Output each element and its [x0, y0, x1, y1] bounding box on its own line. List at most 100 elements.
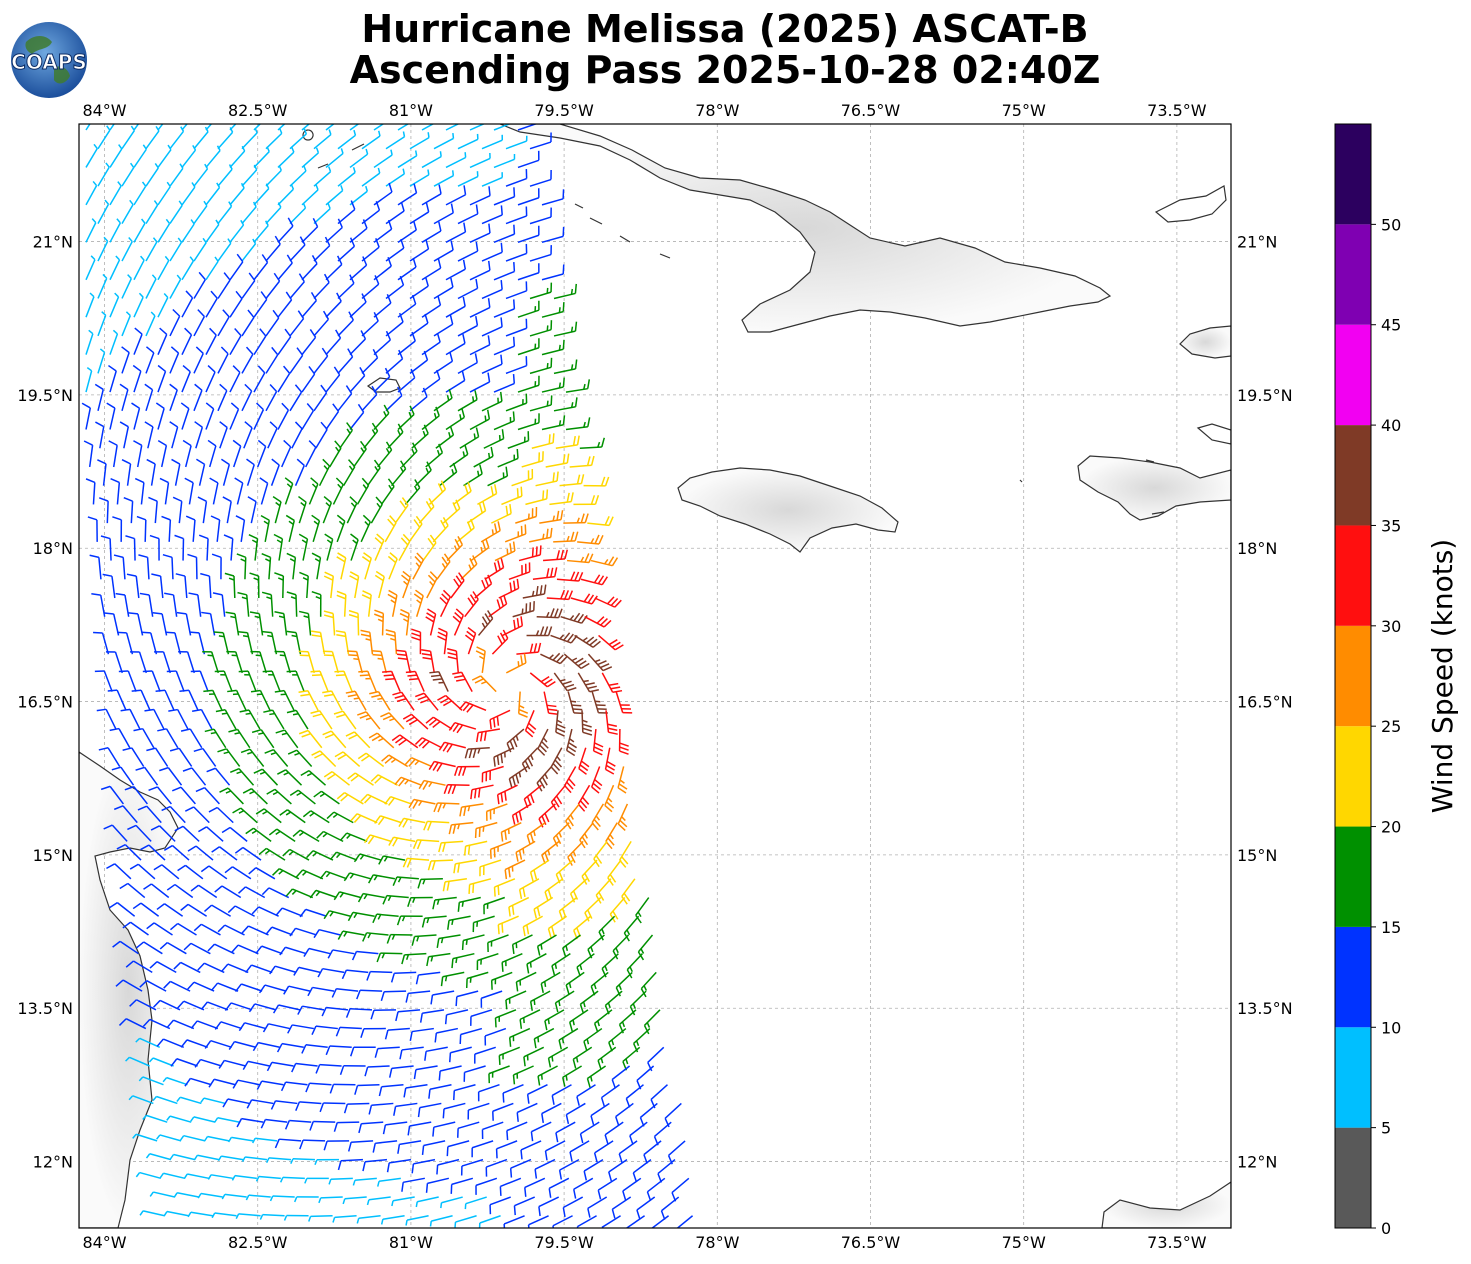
wind-barb	[112, 516, 123, 542]
wind-barb	[180, 402, 190, 430]
wind-barb	[605, 710, 618, 735]
wind-barb	[554, 990, 575, 1013]
wind-barb	[473, 446, 494, 468]
wind-barb	[313, 203, 331, 225]
colorbar-bin	[1335, 425, 1371, 526]
wind-barb	[394, 776, 422, 787]
lat-tick-label-right: 18°N	[1237, 539, 1277, 558]
wind-barb	[517, 188, 540, 206]
wind-barb	[409, 202, 430, 225]
wind-barb	[618, 729, 629, 755]
wind-barb	[300, 769, 327, 786]
wind-barb	[536, 765, 553, 792]
wind-barb	[325, 1045, 352, 1056]
wind-barb	[457, 390, 478, 412]
wind-barb	[506, 728, 525, 753]
wind-barb	[159, 766, 183, 786]
wind-barb	[445, 259, 467, 281]
wind-barb	[156, 903, 184, 917]
wind-barb	[529, 527, 553, 543]
lon-tick-label-bottom: 79.5°W	[534, 1233, 594, 1252]
wind-barb	[318, 1196, 343, 1204]
wind-barb	[287, 749, 313, 767]
wind-barb	[360, 793, 388, 805]
wind-barb	[301, 402, 315, 430]
wind-barb	[569, 1009, 589, 1032]
wind-barb	[497, 915, 519, 935]
lat-tick-label-left: 12°N	[33, 1153, 73, 1172]
wind-barb	[522, 915, 543, 937]
wind-barb	[507, 431, 530, 449]
wind-barb	[317, 967, 345, 978]
wind-barb	[161, 515, 172, 542]
wind-barb	[284, 1119, 312, 1130]
wind-barb	[109, 292, 120, 318]
wind-barb	[632, 1158, 652, 1183]
wind-barb	[452, 671, 473, 692]
wind-barb	[193, 200, 208, 225]
wind-barb	[495, 1140, 518, 1159]
wind-barb	[313, 928, 341, 939]
wind-barb	[166, 1115, 192, 1123]
wind-barb	[157, 439, 168, 468]
wind-barb	[126, 573, 140, 599]
wind-barb	[380, 990, 407, 1002]
wind-barb	[108, 440, 118, 468]
wind-barb	[544, 1140, 566, 1161]
wind-barb	[249, 611, 264, 636]
south-america-coast	[1101, 1181, 1231, 1228]
wind-barb	[157, 327, 168, 355]
wind-barb	[217, 346, 229, 374]
wind-barb	[150, 825, 176, 842]
wind-barb	[347, 911, 375, 922]
wind-barb	[429, 1215, 453, 1227]
wind-barb	[245, 1194, 271, 1201]
colorbar-tick-label: 15	[1381, 918, 1401, 937]
wind-barb	[232, 439, 242, 468]
wind-barb	[382, 894, 409, 905]
wind-barb	[418, 779, 446, 790]
wind-barb	[387, 552, 398, 580]
lon-tick-label-top: 81°W	[389, 101, 433, 120]
wind-barb	[217, 201, 233, 225]
wind-barb	[361, 552, 372, 580]
wind-barb	[555, 710, 566, 737]
wind-barb	[573, 495, 600, 506]
wind-barb	[432, 896, 457, 910]
wind-barb	[439, 589, 451, 618]
wind-barb	[303, 947, 331, 957]
lon-tick-label-bottom: 75°W	[1002, 1233, 1046, 1252]
wind-barb	[583, 1027, 603, 1051]
wind-barb	[442, 878, 467, 892]
wind-barb	[200, 865, 228, 880]
wind-barb	[565, 1102, 586, 1125]
wind-barb	[422, 534, 437, 561]
wind-barb	[491, 629, 509, 655]
wind-barb	[311, 750, 337, 768]
wind-barb	[248, 867, 276, 880]
wind-barb	[169, 1153, 196, 1161]
wind-barb	[408, 515, 423, 543]
wind-barb	[289, 384, 303, 412]
wind-barb	[268, 828, 296, 842]
wind-barb	[97, 311, 107, 337]
wind-barb	[615, 1102, 634, 1126]
wind-barb	[332, 477, 344, 505]
wind-barb	[440, 1196, 463, 1209]
wind-barb	[411, 1158, 436, 1174]
wind-barb	[308, 477, 319, 505]
wind-barb	[499, 1177, 522, 1196]
wind-barb	[325, 366, 341, 393]
wind-barb	[537, 1065, 558, 1086]
wind-barb	[369, 690, 391, 711]
wind-barb	[529, 672, 556, 688]
wind-barb	[579, 822, 594, 849]
wind-barb	[241, 238, 257, 262]
wind-barb	[337, 1158, 363, 1171]
wind-barb	[277, 402, 290, 430]
wind-barb	[541, 415, 566, 431]
wind-barb	[517, 375, 540, 393]
lat-tick-label-right: 15°N	[1237, 846, 1277, 865]
wind-barb	[135, 941, 163, 955]
wind-barb	[570, 593, 598, 605]
